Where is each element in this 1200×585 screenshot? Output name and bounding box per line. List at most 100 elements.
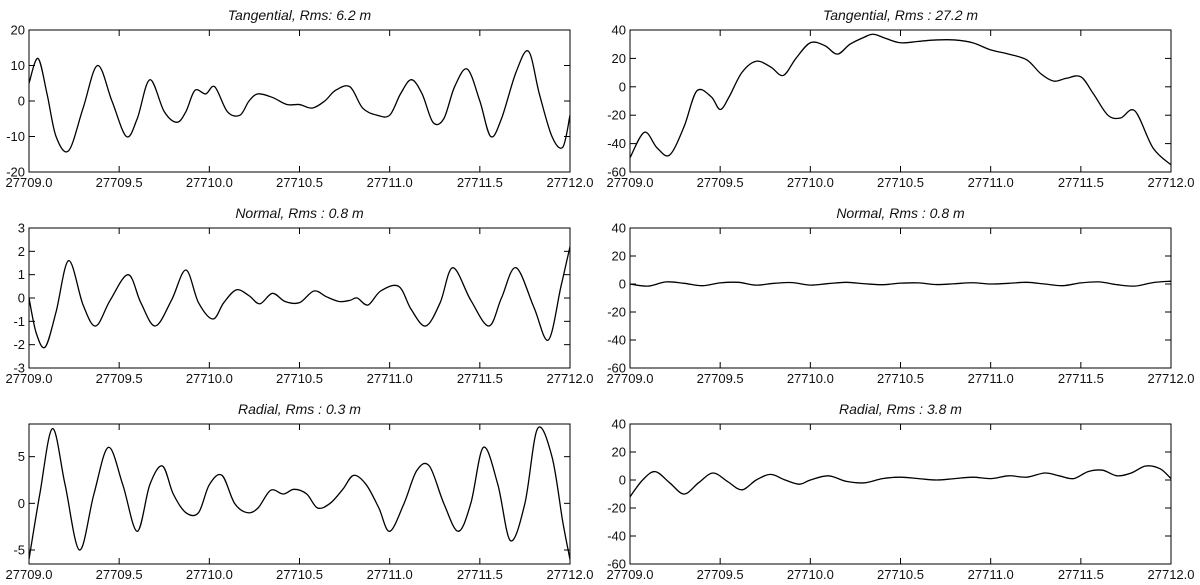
x-tick-label: 27711.0 (968, 175, 1014, 190)
x-tick-label: 27710.0 (787, 175, 834, 190)
y-tick-label: -60 (607, 165, 626, 180)
chart-panel: Tangential, Rms: 6.2 m -20 -10 0 10 20 27709.0… (6, 7, 594, 190)
plot-frame (28, 227, 571, 369)
chart-title: Tangential, Rms : 27.2 m (823, 7, 978, 23)
y-tick-label: 1 (18, 267, 25, 282)
x-tick-label: 27709.0 (607, 567, 654, 582)
y-tick-label: -60 (607, 361, 626, 376)
y-tick-label: -3 (13, 361, 25, 376)
y-tick-label: 20 (612, 51, 626, 66)
x-tick-label: 27711.0 (968, 371, 1014, 386)
x-tick-label: 27711.5 (1058, 371, 1104, 386)
series-line (29, 246, 570, 349)
x-tick-label: 27709.5 (96, 371, 143, 386)
y-tick-label: 20 (11, 23, 25, 38)
y-tick-label: -40 (607, 136, 626, 151)
y-tick-label: -40 (607, 529, 626, 544)
y-tick-label: -20 (607, 108, 626, 123)
x-tick-label: 27712.0 (547, 567, 594, 582)
x-tick-label: 27709.5 (96, 567, 143, 582)
y-tick-label: 40 (612, 23, 626, 38)
plot-frame (629, 423, 1172, 565)
plot-frame (629, 29, 1172, 173)
chart-panel: Tangential, Rms : 27.2 m -60 -40 -20 0 20 40 27… (607, 7, 1195, 190)
x-tick-label: 27710.0 (186, 371, 233, 386)
chart-panel: Normal, Rms : 0.8 m -3 -2 -1 0 1 2 3 27709.0 2770… (6, 205, 594, 386)
plot-frame (28, 29, 571, 173)
x-tick-label: 27711.0 (968, 567, 1014, 582)
series-line (630, 280, 1171, 287)
x-tick-label: 27711.5 (1058, 175, 1104, 190)
y-tick-label: -60 (607, 557, 626, 572)
y-tick-label: -20 (607, 305, 626, 320)
chart-title: Radial, Rms : 0.3 m (238, 401, 361, 417)
chart-title: Radial, Rms : 3.8 m (839, 401, 962, 417)
series-line (630, 33, 1171, 166)
series-line (29, 426, 570, 560)
y-tick-label: 0 (619, 79, 626, 94)
x-tick-label: 27709.5 (697, 567, 744, 582)
y-tick-label: 0 (619, 473, 626, 488)
series-line (29, 50, 570, 153)
x-tick-label: 27711.5 (457, 371, 503, 386)
chart-title: Normal, Rms : 0.8 m (836, 205, 965, 221)
x-tick-label: 27709.5 (697, 175, 744, 190)
x-tick-label: 27711.5 (457, 567, 503, 582)
x-tick-label: 27712.0 (1148, 567, 1195, 582)
x-tick-label: 27711.0 (367, 371, 413, 386)
y-tick-label: 3 (18, 221, 25, 236)
x-tick-label: 27711.5 (1058, 567, 1104, 582)
y-tick-label: 20 (612, 445, 626, 460)
y-tick-label: -40 (607, 333, 626, 348)
y-tick-label: -1 (13, 314, 25, 329)
x-tick-label: 27710.0 (787, 371, 834, 386)
x-tick-label: 27710.0 (186, 567, 233, 582)
chart-title: Tangential, Rms: 6.2 m (228, 7, 372, 23)
x-tick-label: 27710.5 (877, 175, 924, 190)
y-tick-label: 0 (18, 94, 25, 109)
chart-panel: Radial, Rms : 3.8 m -60 -40 -20 0 20 40 27709.0… (607, 401, 1195, 582)
chart-panel: Radial, Rms : 0.3 m -5 0 5 27709.0 27709.5 277… (6, 401, 594, 582)
chart-panel: Normal, Rms : 0.8 m -60 -40 -20 0 20 40 27709.0… (607, 205, 1195, 386)
x-tick-label: 27712.0 (547, 175, 594, 190)
x-tick-label: 27710.5 (276, 567, 323, 582)
y-tick-label: 0 (18, 496, 25, 511)
x-tick-label: 27709.0 (6, 371, 53, 386)
x-tick-label: 27712.0 (547, 371, 594, 386)
x-tick-label: 27710.5 (877, 567, 924, 582)
plot-frame (28, 423, 571, 565)
y-tick-label: -10 (6, 129, 25, 144)
y-tick-label: 20 (612, 249, 626, 264)
plot-frame (629, 227, 1172, 369)
y-tick-label: 2 (18, 244, 25, 259)
y-tick-label: -20 (607, 501, 626, 516)
y-tick-label: 40 (612, 417, 626, 432)
x-tick-label: 27709.0 (607, 175, 654, 190)
x-tick-label: 27711.0 (367, 175, 413, 190)
x-tick-label: 27712.0 (1148, 371, 1195, 386)
x-tick-label: 27710.0 (186, 175, 233, 190)
x-tick-label: 27710.5 (276, 371, 323, 386)
x-tick-label: 27711.5 (457, 175, 503, 190)
x-tick-label: 27710.5 (276, 175, 323, 190)
x-tick-label: 27709.0 (6, 567, 53, 582)
x-tick-label: 27711.0 (367, 567, 413, 582)
series-line (630, 465, 1171, 498)
x-tick-label: 27710.5 (877, 371, 924, 386)
y-tick-label: 40 (612, 221, 626, 236)
x-tick-label: 27709.5 (96, 175, 143, 190)
y-tick-label: -2 (13, 337, 25, 352)
y-tick-label: 10 (11, 58, 25, 73)
x-tick-label: 27709.0 (607, 371, 654, 386)
y-tick-label: -20 (6, 165, 25, 180)
x-tick-label: 27712.0 (1148, 175, 1195, 190)
y-tick-label: 5 (18, 449, 25, 464)
y-tick-label: 0 (18, 291, 25, 306)
y-tick-label: -5 (13, 543, 25, 558)
y-tick-label: 0 (619, 277, 626, 292)
chart-title: Normal, Rms : 0.8 m (235, 205, 364, 221)
x-tick-label: 27709.0 (6, 175, 53, 190)
x-tick-label: 27709.5 (697, 371, 744, 386)
x-tick-label: 27710.0 (787, 567, 834, 582)
